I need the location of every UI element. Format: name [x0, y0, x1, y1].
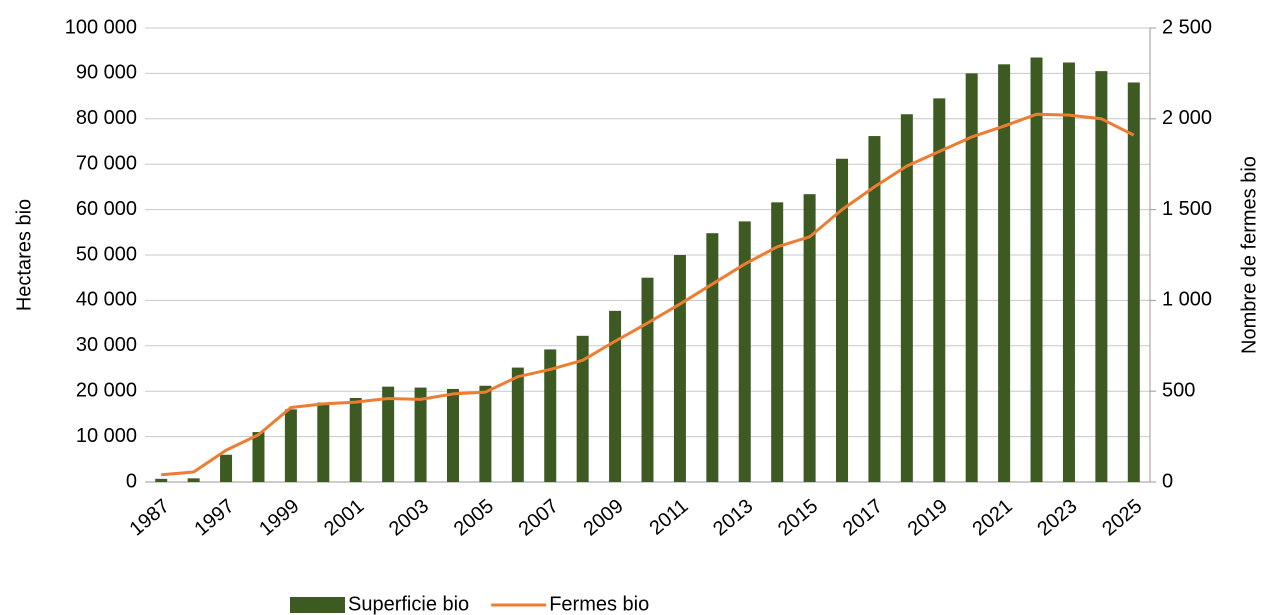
y-tick-label: 0 [126, 470, 137, 492]
bar [673, 255, 686, 482]
x-tick-label: 2011 [645, 495, 692, 540]
y-axis-title: Hectares bio [13, 199, 35, 311]
x-tick-label: 2003 [385, 495, 433, 540]
x-tick-label: 2019 [904, 495, 952, 540]
bar [900, 114, 913, 482]
bar [1030, 57, 1043, 482]
legend-swatch [290, 597, 345, 613]
bar [868, 136, 881, 482]
x-tick-label: 1987 [126, 495, 174, 540]
bar [382, 386, 395, 482]
bar [220, 454, 233, 482]
bar [965, 73, 978, 483]
bar [544, 349, 557, 482]
legend-label: Fermes bio [549, 593, 649, 615]
y-tick-label: 80 000 [76, 107, 137, 129]
y-tick-label: 10 000 [76, 425, 137, 447]
bar [414, 387, 427, 482]
x-tick-label: 2009 [579, 495, 627, 540]
x-tick-label: 2025 [1098, 495, 1146, 540]
bar [1127, 82, 1140, 482]
bar [317, 402, 330, 482]
x-tick-label: 2001 [320, 495, 368, 540]
bar [511, 367, 524, 482]
bar [1062, 62, 1075, 483]
bar [349, 398, 362, 482]
bar [803, 194, 816, 482]
bar [1095, 71, 1108, 482]
y2-tick-label: 0 [1162, 470, 1173, 492]
x-tick-label: 1997 [190, 495, 238, 540]
bar [446, 388, 459, 482]
x-tick-label: 2017 [839, 495, 887, 540]
y2-tick-label: 2 000 [1162, 107, 1212, 129]
y2-tick-label: 500 [1162, 379, 1195, 401]
x-tick-label: 2023 [1033, 495, 1081, 540]
y-tick-label: 50 000 [76, 243, 137, 265]
x-tick-label: 2013 [709, 495, 757, 540]
bar [576, 335, 589, 482]
bar [706, 233, 719, 482]
y-tick-label: 40 000 [76, 289, 137, 311]
x-tick-label: 2015 [774, 495, 822, 540]
y2-axis-title: Nombre de fermes bio [1238, 156, 1260, 354]
bar [155, 478, 168, 482]
y-tick-label: 30 000 [76, 334, 137, 356]
y-tick-label: 90 000 [76, 62, 137, 84]
bar [641, 277, 654, 482]
bar [836, 158, 849, 482]
x-tick-label: 1999 [255, 495, 303, 540]
bar [479, 385, 492, 482]
y-tick-label: 20 000 [76, 379, 137, 401]
legend-label: Superficie bio [348, 593, 469, 615]
bar [933, 98, 946, 483]
y2-tick-label: 1 000 [1162, 289, 1212, 311]
line [161, 112, 1135, 477]
y-tick-label: 60 000 [76, 198, 137, 220]
y2-tick-label: 2 500 [1162, 16, 1212, 38]
bar [284, 409, 297, 482]
bar [252, 432, 265, 482]
bar [187, 478, 200, 482]
y2-tick-label: 1 500 [1162, 198, 1212, 220]
x-tick-label: 2021 [968, 495, 1016, 540]
bar [771, 202, 784, 482]
x-tick-label: 2007 [515, 495, 563, 540]
bar [998, 64, 1011, 482]
bar [609, 310, 622, 482]
y-tick-label: 70 000 [76, 152, 137, 174]
y-tick-label: 100 000 [65, 16, 137, 38]
bar [738, 221, 751, 483]
x-tick-label: 2005 [450, 495, 498, 540]
